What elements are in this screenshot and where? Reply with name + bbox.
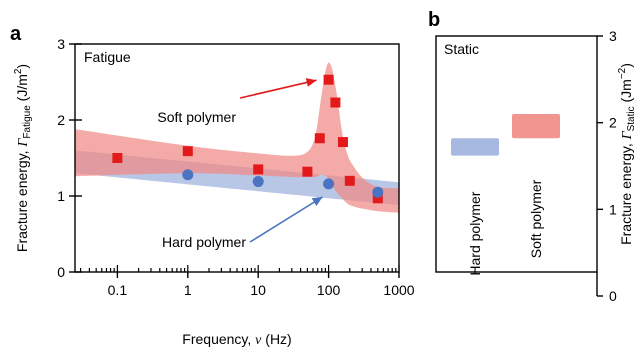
soft-polymer-point bbox=[337, 137, 348, 148]
range-hard-polymer bbox=[451, 138, 499, 156]
panel-a-x-axis-label: Frequency, ν (Hz) bbox=[182, 331, 291, 348]
soft-polymer-point bbox=[314, 133, 325, 144]
hard-polymer-point bbox=[372, 186, 384, 198]
y-tick-label: 1 bbox=[57, 188, 65, 204]
y-tick-label: 3 bbox=[57, 36, 65, 52]
soft-polymer-point bbox=[182, 146, 193, 157]
b-y-tick-label: 0 bbox=[609, 288, 617, 304]
soft-polymer-point bbox=[372, 193, 383, 204]
category-label-hard-polymer: Hard polymer bbox=[467, 191, 483, 275]
panel-a-x-ticks: 0.1 1 10 100 1000 bbox=[79, 265, 415, 298]
y-tick-label: 2 bbox=[57, 112, 65, 128]
x-tick-label: 10 bbox=[250, 282, 266, 298]
soft-polymer-point bbox=[253, 164, 264, 175]
soft-polymer-point bbox=[302, 166, 313, 177]
arrow-hard-polymer-shaft bbox=[249, 196, 324, 243]
arrow-soft-polymer-shaft bbox=[239, 79, 317, 99]
band-soft-polymer bbox=[75, 62, 399, 213]
panel-b-label: b bbox=[428, 9, 440, 31]
annotation-soft-polymer: Soft polymer bbox=[157, 109, 236, 125]
panel-b-y-ticks: 0 1 2 3 bbox=[596, 28, 617, 304]
arrow-soft-polymer-head bbox=[305, 78, 317, 87]
soft-polymer-point bbox=[330, 97, 341, 108]
panel-b: 0 1 2 3 Hard polymer Soft polymer b Static F… bbox=[428, 9, 636, 304]
hard-polymer-point bbox=[182, 169, 194, 181]
panel-a: 0 1 2 3 0.1 1 10 100 1000 a Fatigue Soft polyme… bbox=[10, 23, 415, 348]
panel-a-bands bbox=[75, 62, 399, 213]
panel-b-ranges bbox=[451, 114, 560, 156]
x-tick-label: 0.1 bbox=[108, 282, 128, 298]
soft-polymer-point bbox=[323, 74, 334, 85]
panel-b-title: Static bbox=[444, 41, 479, 57]
arrow-hard-polymer-head bbox=[311, 196, 323, 206]
x-tick-label: 100 bbox=[317, 282, 341, 298]
panel-a-label: a bbox=[10, 23, 22, 45]
panel-b-frame bbox=[435, 35, 598, 273]
x-tick-label: 1 bbox=[184, 282, 192, 298]
x-tick-label: 1000 bbox=[383, 282, 414, 298]
b-y-tick-label: 2 bbox=[609, 115, 617, 131]
panel-b-category-labels: Hard polymer Soft polymer bbox=[467, 179, 544, 275]
panel-a-points bbox=[112, 74, 384, 204]
annotation-hard-polymer: Hard polymer bbox=[162, 234, 246, 250]
range-soft-polymer bbox=[512, 114, 560, 139]
panel-a-title: Fatigue bbox=[84, 49, 131, 65]
soft-polymer-point bbox=[112, 153, 123, 163]
hard-polymer-point bbox=[323, 178, 335, 190]
b-y-tick-label: 3 bbox=[609, 28, 617, 44]
hard-polymer-point bbox=[252, 176, 264, 188]
b-y-tick-label: 1 bbox=[609, 201, 617, 217]
y-tick-label: 0 bbox=[57, 264, 65, 280]
category-label-soft-polymer: Soft polymer bbox=[528, 179, 544, 258]
panel-a-y-axis-label: Fracture energy, ΓFatigue (J/m2) bbox=[13, 64, 33, 252]
panel-b-y-axis-label: Fracture energy, ΓStatic (Jm−2) bbox=[617, 63, 636, 245]
panel-a-annotation-arrows bbox=[239, 78, 324, 243]
soft-polymer-point bbox=[344, 175, 355, 186]
